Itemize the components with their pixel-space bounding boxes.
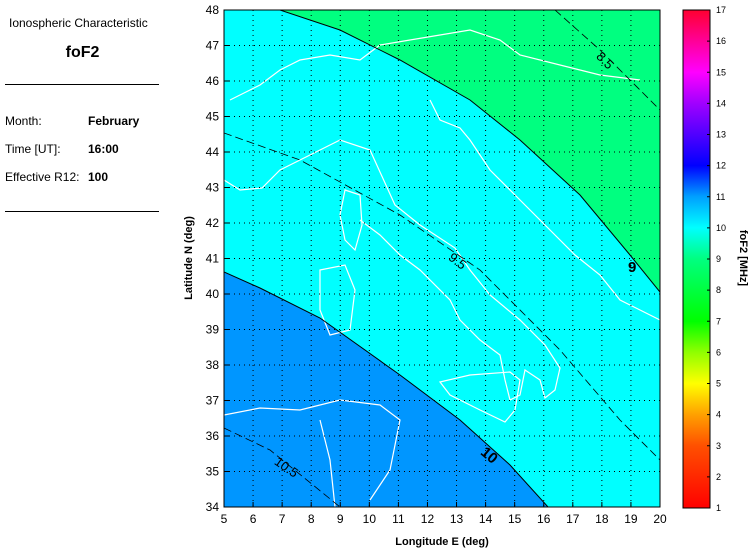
time-value: 16:00 (88, 142, 119, 156)
x-tick-label: 16 (537, 512, 551, 526)
y-tick-label: 43 (206, 181, 220, 195)
subtitle: Ionospheric Characteristic (9, 16, 148, 30)
x-tick-label: 20 (653, 512, 667, 526)
parameter-title: foF2 (65, 44, 100, 61)
colorbar-tick-label: 6 (716, 347, 721, 357)
x-tick-label: 10 (363, 512, 377, 526)
colorbar-tick-label: 1 (716, 503, 721, 513)
x-tick-label: 11 (392, 512, 405, 526)
colorbar-tick-label: 9 (716, 254, 721, 264)
divider (5, 211, 159, 212)
divider (5, 84, 159, 85)
y-tick-label: 38 (206, 358, 220, 372)
x-tick-label: 7 (279, 512, 286, 526)
colorbar-tick-label: 4 (716, 410, 721, 420)
x-tick-label: 18 (595, 512, 609, 526)
contour-9-5 (224, 132, 660, 461)
y-tick-label: 44 (206, 145, 220, 159)
colorbar-tick-label: 7 (716, 316, 721, 326)
y-tick-label: 35 (206, 465, 220, 479)
y-tick-label: 37 (206, 394, 220, 408)
y-tick-label: 41 (206, 252, 220, 266)
r12-value: 100 (88, 170, 109, 184)
contour-10 (224, 271, 549, 507)
colorbar-tick-label: 17 (716, 5, 726, 15)
x-tick-label: 17 (566, 512, 580, 526)
x-tick-label: 12 (421, 512, 435, 526)
y-tick-label: 39 (206, 323, 220, 337)
contour-8-5 (554, 10, 660, 111)
y-axis-label: Latitude N (deg) (183, 216, 195, 300)
month-label: Month: (5, 114, 42, 128)
x-tick-label: 8 (308, 512, 315, 526)
colorbar-tick-label: 5 (716, 379, 721, 389)
x-tick-label: 14 (479, 512, 493, 526)
y-tick-label: 36 (206, 429, 220, 443)
colorbar-tick-label: 15 (716, 67, 726, 77)
colorbar-tick-label: 12 (716, 161, 726, 171)
region-above-10 (224, 272, 548, 507)
y-tick-label: 46 (206, 74, 220, 88)
x-tick-label: 15 (508, 512, 522, 526)
y-tick-label: 45 (206, 110, 220, 124)
x-tick-label: 6 (250, 512, 257, 526)
x-tick-label: 13 (450, 512, 464, 526)
x-tick-label: 9 (337, 512, 344, 526)
x-tick-label: 19 (624, 512, 638, 526)
month-value: February (88, 114, 140, 128)
colorbar-tick-label: 14 (716, 98, 726, 108)
colorbar-tick-label: 10 (716, 223, 726, 233)
y-tick-label: 47 (206, 39, 220, 53)
y-tick-label: 48 (206, 3, 220, 17)
colorbar (682, 9, 711, 509)
x-tick-label: 5 (221, 512, 228, 526)
colorbar-label: foF2 [MHz] (737, 230, 749, 287)
contour-10-5 (224, 427, 341, 507)
y-tick-label: 34 (206, 500, 220, 514)
y-tick-label: 42 (206, 216, 220, 230)
contour-9 (279, 10, 660, 293)
colorbar-tick-label: 11 (716, 192, 725, 202)
x-axis-label: Longitude E (deg) (395, 536, 489, 548)
contours (224, 10, 660, 507)
contour-label-9: 9 (628, 259, 636, 276)
colorbar-tick-label: 8 (716, 285, 721, 295)
colorbar-tick-label: 2 (716, 472, 721, 482)
y-tick-label: 40 (206, 287, 220, 301)
r12-label: Effective R12: (5, 170, 80, 184)
time-label: Time [UT]: (5, 142, 61, 156)
colorbar-tick-label: 16 (716, 36, 726, 46)
colorbar-tick-label: 3 (716, 441, 721, 451)
colorbar-tick-label: 13 (716, 130, 726, 140)
